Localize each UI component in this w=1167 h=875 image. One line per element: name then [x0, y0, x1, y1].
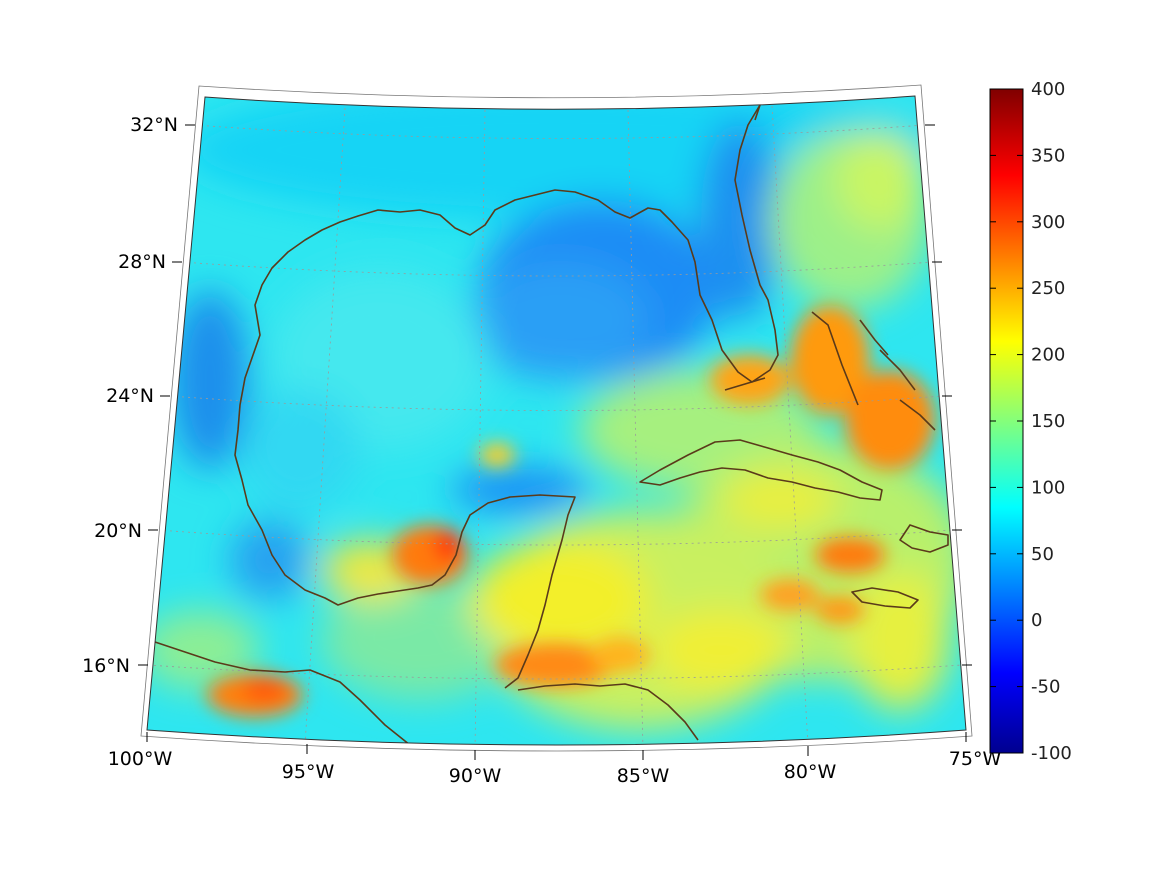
lat-label-28: 28°N: [118, 251, 166, 273]
lon-labels: 100°W 95°W 90°W 85°W 80°W 75°W: [108, 748, 1002, 787]
colorbar-tick-label: 400: [1031, 79, 1065, 100]
lon-label-100: 100°W: [108, 748, 173, 770]
coastlines: [154, 104, 949, 745]
lon-label-90: 90°W: [449, 765, 502, 787]
colorbar-tick-label: 250: [1031, 278, 1065, 299]
colorbar: 400 350 300 250 200 150 100 50 0 -50 -100: [989, 79, 1072, 764]
colorbar-ticks: [990, 88, 1023, 754]
axis-ticks: [138, 124, 972, 760]
central-america-coast: [517, 683, 699, 741]
map-frame: [146, 95, 967, 746]
lon-label-85: 85°W: [617, 765, 670, 787]
graticule: [147, 105, 963, 745]
heat-field: [147, 96, 966, 745]
us-gulf-coast: [234, 104, 779, 689]
lat-label-32: 32°N: [130, 114, 178, 136]
florida-east-coast: [754, 104, 761, 121]
colorbar-tick-label: 0: [1031, 610, 1042, 631]
lat-labels: 16°N 20°N 24°N 28°N 32°N: [82, 114, 178, 677]
lat-label-20: 20°N: [94, 520, 142, 542]
colorbar-tick-label: 150: [1031, 411, 1065, 432]
lon-label-95: 95°W: [282, 761, 335, 783]
bahamas: [811, 311, 936, 431]
lat-label-16: 16°N: [82, 655, 130, 677]
jamaica: [851, 587, 919, 609]
colorbar-tick-label: 300: [1031, 212, 1065, 233]
cuba: [639, 439, 883, 501]
lat-label-24: 24°N: [106, 385, 154, 407]
colorbar-labels: 400 350 300 250 200 150 100 50 0 -50 -100: [1031, 79, 1072, 764]
pacific-coast: [154, 641, 411, 745]
colorbar-tick-label: -50: [1031, 677, 1060, 698]
colorbar-tick-label: 200: [1031, 345, 1065, 366]
lon-label-80: 80°W: [784, 761, 837, 783]
colorbar-tick-label: 350: [1031, 145, 1065, 166]
lon-label-75: 75°W: [949, 748, 1002, 770]
map-frame-outer: [140, 84, 973, 752]
colorbar-tick-label: -100: [1031, 743, 1072, 764]
hispaniola: [899, 524, 949, 553]
florida-keys: [724, 377, 766, 391]
colorbar-tick-label: 50: [1031, 544, 1054, 565]
colorbar-tick-label: 100: [1031, 477, 1065, 498]
